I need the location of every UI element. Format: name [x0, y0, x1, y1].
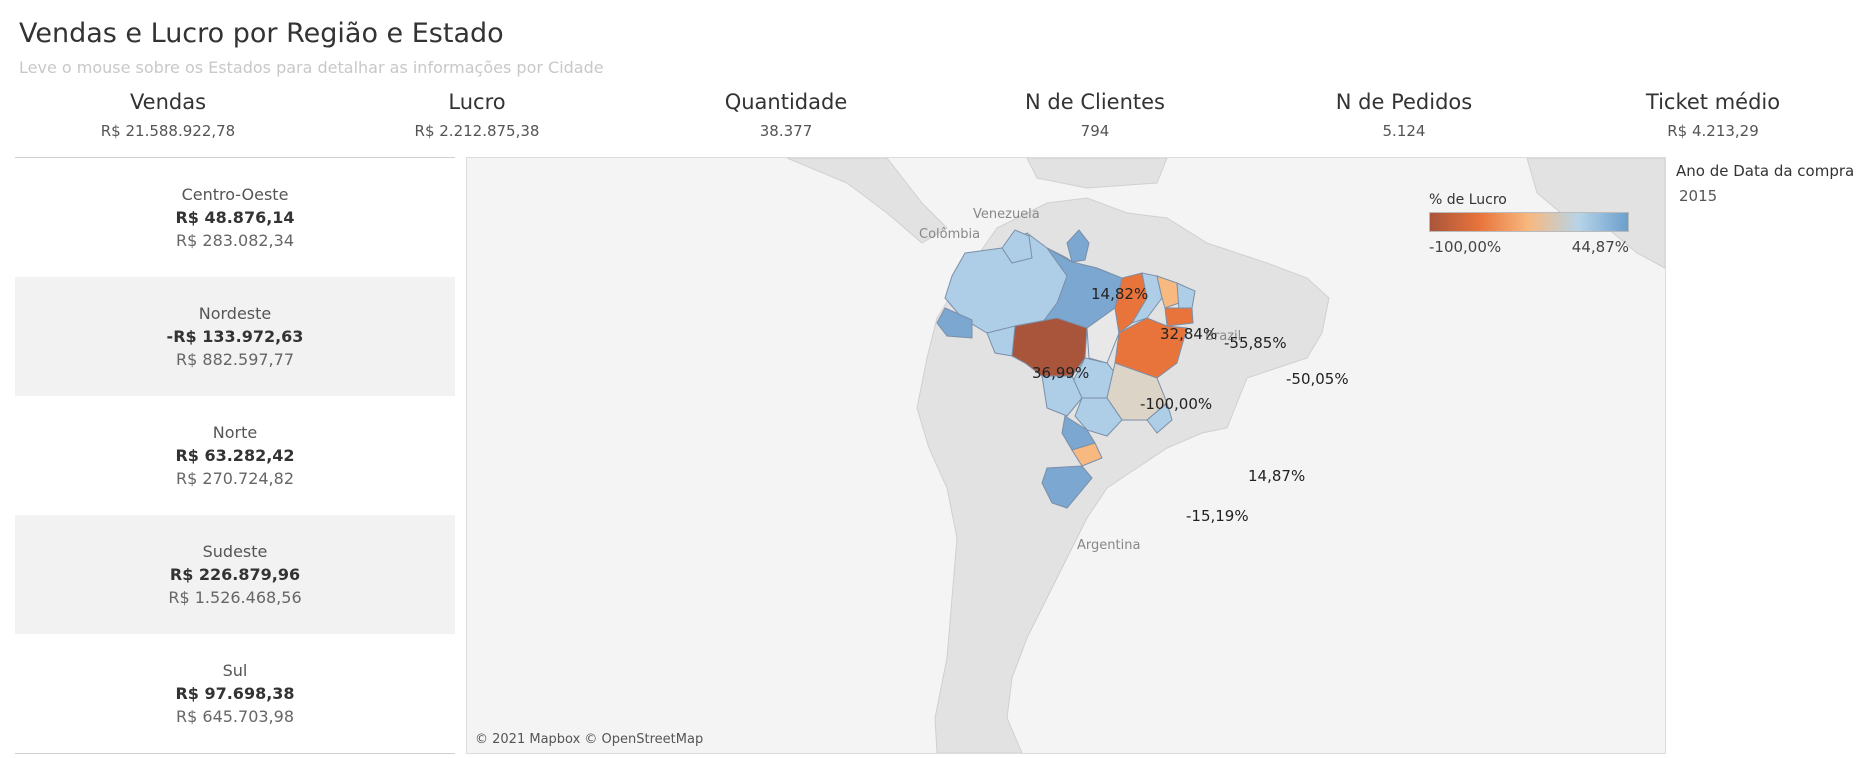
- filter-title: Ano de Data da compra: [1676, 162, 1855, 180]
- kpi-value: R$ 2.212.875,38: [414, 122, 540, 140]
- state-amapa[interactable]: [1066, 229, 1090, 263]
- state-roraima[interactable]: [1001, 229, 1033, 264]
- state-sao-paulo[interactable]: [1074, 397, 1123, 437]
- region-profit: R$ 63.282,42: [175, 446, 295, 465]
- kpi-value: R$ 4.213,29: [1667, 122, 1759, 140]
- legend-ticks: -100,00% 44,87%: [1429, 238, 1629, 256]
- state-santa-catarina[interactable]: [1071, 442, 1103, 467]
- land-central-america: [786, 158, 948, 244]
- region-name: Sudeste: [202, 542, 268, 561]
- kpi-value: 794: [1080, 122, 1110, 140]
- region-name: Nordeste: [198, 304, 272, 323]
- kpi-label: N de Pedidos: [1335, 90, 1473, 114]
- land-caribbean: [1026, 158, 1168, 189]
- state-mato-grosso-sul[interactable]: [1041, 375, 1083, 417]
- kpi-label: N de Clientes: [1025, 90, 1165, 114]
- region-nordeste[interactable]: Nordeste -R$ 133.972,63 R$ 882.597,77: [15, 277, 455, 396]
- profit-legend: % de Lucro -100,00% 44,87%: [1429, 192, 1629, 256]
- profit-label-rio-grande-sul: -15,19%: [1186, 507, 1249, 525]
- region-profit: R$ 97.698,38: [175, 684, 295, 703]
- region-sales: R$ 270.724,82: [176, 469, 294, 488]
- map-credit: © 2021 Mapbox © OpenStreetMap: [475, 732, 704, 747]
- legend-min-label: -100,00%: [1429, 238, 1502, 256]
- kpi-label: Lucro: [448, 90, 506, 114]
- region-sales: R$ 645.703,98: [176, 707, 294, 726]
- label-argentina: Argentina: [1077, 538, 1141, 553]
- region-list: Centro-Oeste R$ 48.876,14 R$ 283.082,34 …: [15, 157, 455, 754]
- label-colombia: Colômbia: [919, 227, 981, 242]
- filter-value[interactable]: 2015: [1679, 187, 1718, 205]
- region-name: Sul: [222, 661, 248, 680]
- legend-color-bar: [1429, 212, 1629, 232]
- brazil-map[interactable]: Venezuela Colômbia Brazil Argentina 14,8…: [466, 157, 1666, 754]
- region-profit: R$ 48.876,14: [175, 208, 295, 227]
- region-sul[interactable]: Sul R$ 97.698,38 R$ 645.703,98: [15, 634, 455, 753]
- kpi-ticket-medio: Ticket médio R$ 4.213,29: [1563, 90, 1856, 140]
- kpi-lucro: Lucro R$ 2.212.875,38: [327, 90, 627, 140]
- profit-label-acre: 36,99%: [1032, 364, 1090, 382]
- region-sales: R$ 882.597,77: [176, 350, 294, 369]
- region-sales: R$ 283.082,34: [176, 231, 294, 250]
- kpi-label: Ticket médio: [1645, 90, 1781, 114]
- region-centro-oeste[interactable]: Centro-Oeste R$ 48.876,14 R$ 283.082,34: [15, 158, 455, 277]
- region-norte[interactable]: Norte R$ 63.282,42 R$ 270.724,82: [15, 396, 455, 515]
- kpi-label: Quantidade: [724, 90, 848, 114]
- region-sales: R$ 1.526.468,56: [168, 588, 302, 607]
- region-profit: -R$ 133.972,63: [166, 327, 304, 346]
- state-acre[interactable]: [936, 307, 973, 339]
- legend-title: % de Lucro: [1429, 192, 1507, 208]
- profit-label-norte: 14,82%: [1091, 285, 1149, 303]
- profit-label-mato-grosso: -100,00%: [1140, 395, 1213, 413]
- state-pernambuco[interactable]: [1164, 307, 1194, 327]
- profit-label-para: 32,84%: [1160, 325, 1218, 343]
- profit-label-bahia: -50,05%: [1286, 370, 1349, 388]
- kpi-quantidade: Quantidade 38.377: [636, 90, 936, 140]
- dashboard-title: Vendas e Lucro por Região e Estado: [19, 18, 504, 49]
- kpi-label: Vendas: [129, 90, 207, 114]
- state-ceara[interactable]: [1156, 275, 1180, 309]
- kpi-pedidos: N de Pedidos 5.124: [1254, 90, 1554, 140]
- kpi-clientes: N de Clientes 794: [945, 90, 1245, 140]
- region-name: Norte: [212, 423, 258, 442]
- label-brazil: Brazil: [1205, 329, 1242, 344]
- map-canvas[interactable]: [467, 158, 1665, 753]
- kpi-value: 38.377: [759, 122, 813, 140]
- dashboard-subtitle: Leve o mouse sobre os Estados para detal…: [19, 58, 604, 77]
- legend-max-label: 44,87%: [1571, 238, 1629, 256]
- kpi-vendas: Vendas R$ 21.588.922,78: [18, 90, 318, 140]
- state-rio-grande-sul[interactable]: [1041, 465, 1093, 509]
- kpi-value: R$ 21.588.922,78: [100, 122, 236, 140]
- region-name: Centro-Oeste: [181, 185, 289, 204]
- state-tocantins[interactable]: [1086, 307, 1120, 364]
- profit-label-piaui: -55,85%: [1224, 334, 1287, 352]
- kpi-value: 5.124: [1382, 122, 1426, 140]
- year-filter[interactable]: Ano de Data da compra 2015: [1676, 162, 1854, 205]
- label-venezuela: Venezuela: [973, 207, 1040, 222]
- region-sudeste[interactable]: Sudeste R$ 226.879,96 R$ 1.526.468,56: [15, 515, 455, 634]
- profit-label-sao-paulo: 14,87%: [1248, 467, 1306, 485]
- region-profit: R$ 226.879,96: [169, 565, 301, 584]
- state-rio-espirito[interactable]: [1146, 402, 1173, 434]
